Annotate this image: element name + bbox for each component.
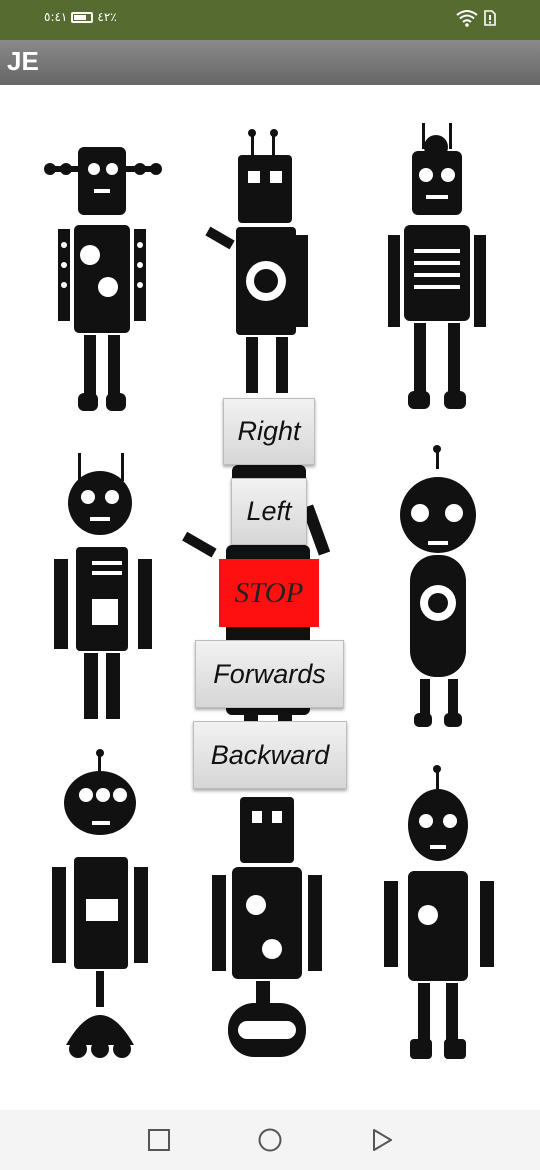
recent-apps-icon[interactable] (147, 1128, 171, 1152)
wifi-icon (456, 10, 478, 27)
app-bar: JE (0, 40, 540, 85)
robot-illustration (54, 453, 152, 719)
robot-illustration (44, 147, 162, 411)
content-area: Right Left STOP Forwards Backward (0, 85, 540, 1110)
backward-button[interactable]: Backward (193, 721, 347, 789)
left-button[interactable]: Left (231, 478, 307, 545)
right-button[interactable]: Right (223, 398, 315, 465)
status-left: ٥:٤١ ٤٢٪ (44, 10, 117, 24)
clock: ٥:٤١ (44, 10, 68, 24)
robot-illustration (384, 765, 494, 1059)
robot-illustration (212, 797, 322, 1057)
sim-card-icon (484, 10, 496, 26)
robots-background-image (44, 123, 494, 1059)
forwards-button[interactable]: Forwards (195, 640, 344, 708)
battery-percent: ٤٢٪ (97, 10, 117, 24)
robot-illustration (400, 445, 476, 727)
stop-button[interactable]: STOP (219, 559, 319, 627)
robot-illustration (388, 123, 486, 409)
robot-illustration (52, 749, 148, 1058)
status-right (456, 9, 496, 27)
app-title: JE (7, 46, 39, 76)
navigation-bar (0, 1110, 540, 1170)
back-icon[interactable] (370, 1128, 394, 1152)
status-bar: ٥:٤١ ٤٢٪ (0, 0, 540, 40)
robot-illustration (205, 129, 308, 393)
battery-icon (71, 11, 94, 23)
home-icon[interactable] (258, 1128, 282, 1152)
